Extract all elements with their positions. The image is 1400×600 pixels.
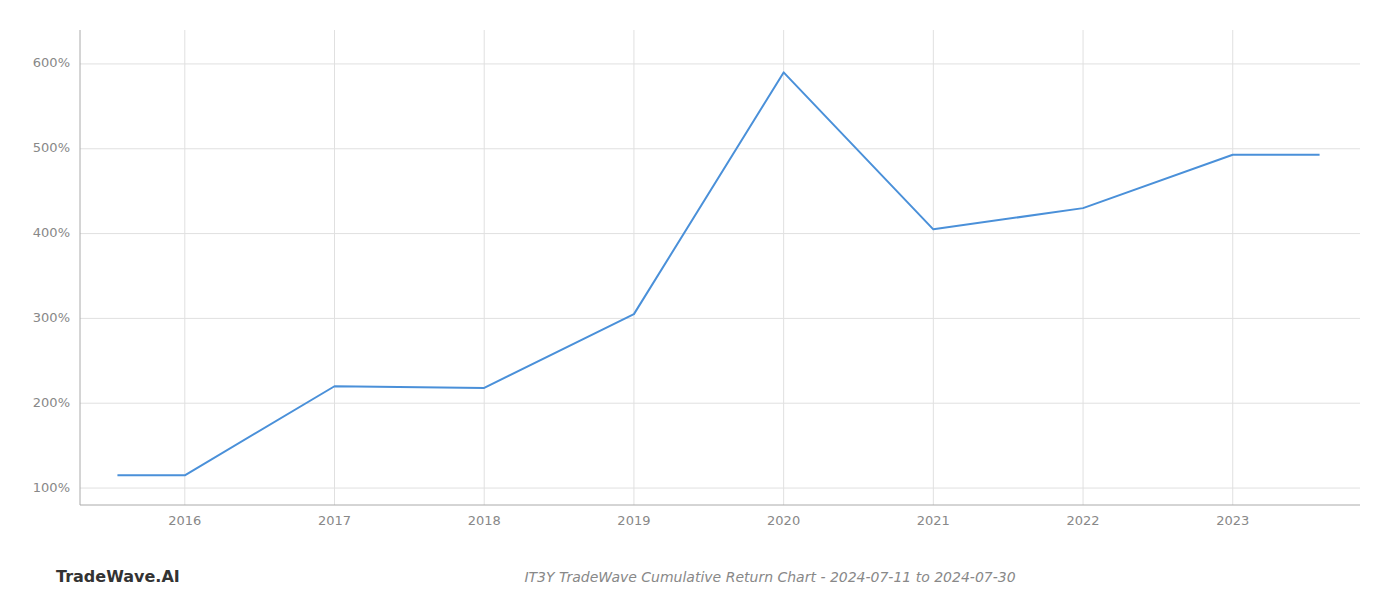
- watermark: TradeWave.AI: [56, 567, 180, 586]
- chart-container: 100% 200% 300% 400% 500% 600% 2016 2017 2018 2019…: [0, 0, 1400, 600]
- x-tick-label: 2023: [1216, 513, 1249, 528]
- y-tick-label: 200%: [33, 395, 70, 410]
- y-tick-label: 500%: [33, 140, 70, 155]
- y-tick-label: 100%: [33, 480, 70, 495]
- y-tick-label: 400%: [33, 225, 70, 240]
- x-grid-line: [1232, 30, 1233, 505]
- x-tick-label: 2017: [318, 513, 351, 528]
- x-tick-label: 2021: [917, 513, 950, 528]
- x-grid-line: [783, 30, 784, 505]
- x-tick-label: 2018: [468, 513, 501, 528]
- y-grid-line: [80, 488, 1360, 489]
- x-grid-line: [334, 30, 335, 505]
- y-grid-line: [80, 63, 1360, 64]
- x-tick-label: 2022: [1066, 513, 1099, 528]
- y-axis-line: [80, 30, 81, 505]
- y-grid-line: [80, 403, 1360, 404]
- x-tick-label: 2016: [168, 513, 201, 528]
- background: [0, 0, 1400, 600]
- grid: [80, 30, 1360, 505]
- y-tick-label: 300%: [33, 310, 70, 325]
- data-line: [117, 72, 1319, 475]
- chart-title: IT3Y TradeWave Cumulative Return Chart -…: [524, 569, 1015, 585]
- x-tick-label: 2019: [617, 513, 650, 528]
- y-grid-line: [80, 148, 1360, 149]
- x-grid-line: [1083, 30, 1084, 505]
- y-tick-label: 600%: [33, 55, 70, 70]
- y-grid-line: [80, 318, 1360, 319]
- x-grid-line: [484, 30, 485, 505]
- x-grid-line: [933, 30, 934, 505]
- x-axis-line: [80, 505, 1360, 506]
- series-group: [117, 72, 1319, 475]
- x-tick-label: 2020: [767, 513, 800, 528]
- x-grid-line: [184, 30, 185, 505]
- x-grid-line: [633, 30, 634, 505]
- chart-svg: 100% 200% 300% 400% 500% 600% 2016 2017 2018 2019…: [0, 0, 1400, 600]
- y-grid-line: [80, 233, 1360, 234]
